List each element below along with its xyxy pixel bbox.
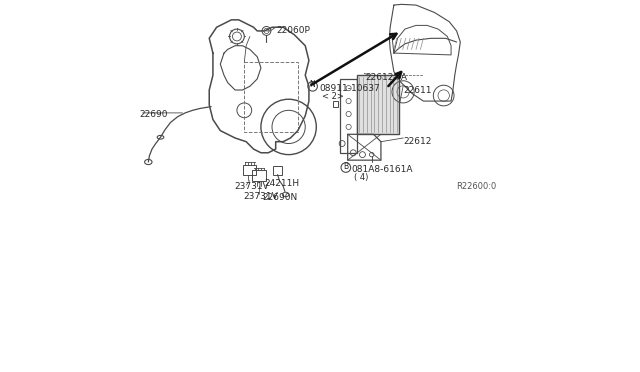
Text: 23731V: 23731V (234, 182, 269, 191)
Text: R22600:0: R22600:0 (456, 182, 497, 190)
Text: 22612+A: 22612+A (365, 73, 407, 81)
Bar (340, 79, 357, 153)
Text: 081A8-6161A: 081A8-6161A (351, 165, 413, 174)
Bar (252, 170, 266, 181)
Text: 22611: 22611 (404, 86, 432, 94)
Text: N: N (310, 80, 316, 89)
Text: B: B (343, 161, 348, 170)
Text: 22612: 22612 (404, 137, 432, 146)
Bar (273, 166, 282, 174)
Text: ( 4): ( 4) (355, 173, 369, 182)
Text: 24211H: 24211H (264, 179, 300, 187)
Bar (243, 165, 257, 175)
Text: 23731V: 23731V (244, 192, 278, 201)
Bar (244, 62, 298, 132)
Text: 22690: 22690 (139, 110, 168, 119)
Text: 22060P: 22060P (277, 26, 310, 35)
Bar (357, 75, 399, 134)
Text: 08911-10637: 08911-10637 (319, 84, 380, 93)
Bar (333, 101, 338, 107)
Text: < 2>: < 2> (322, 92, 344, 101)
Text: 22690N: 22690N (263, 193, 298, 202)
